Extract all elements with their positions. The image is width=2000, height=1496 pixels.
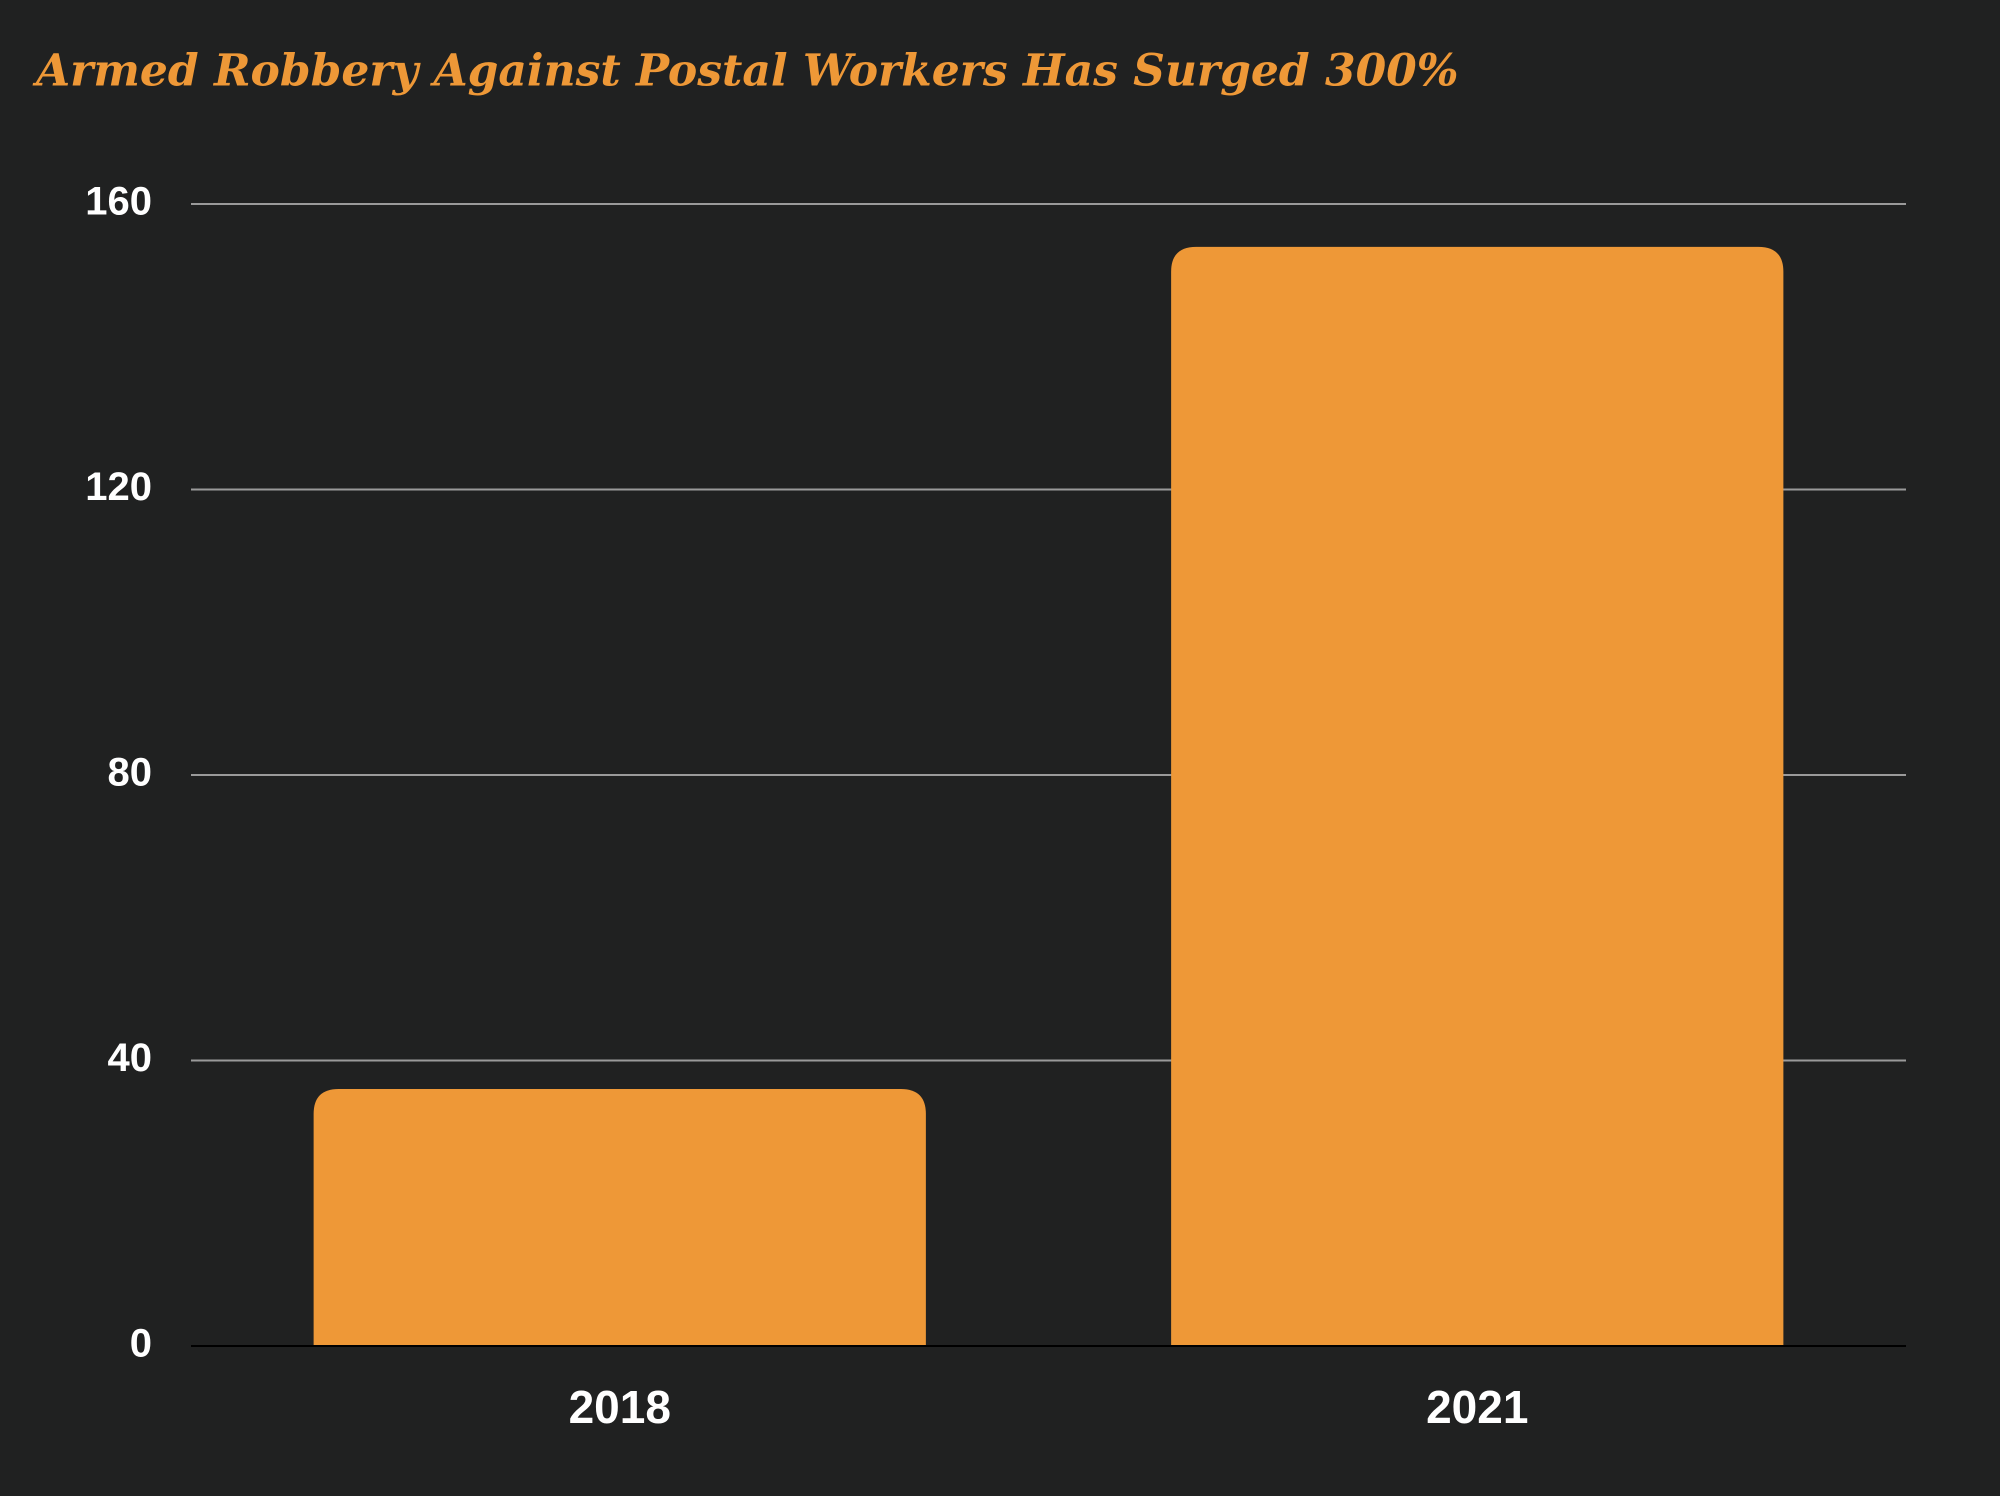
bar <box>313 1089 926 1346</box>
y-tick-label: 0 <box>130 1322 152 1366</box>
y-tick-label: 160 <box>85 180 152 224</box>
y-tick-label: 120 <box>85 465 152 509</box>
y-tick-label: 80 <box>108 751 153 795</box>
x-tick-label: 2018 <box>569 1381 671 1433</box>
y-tick-label: 40 <box>108 1036 153 1080</box>
chart-title: Armed Robbery Against Postal Workers Has… <box>32 46 1459 97</box>
bar <box>1171 246 1784 1347</box>
x-tick-label: 2021 <box>1426 1381 1528 1433</box>
